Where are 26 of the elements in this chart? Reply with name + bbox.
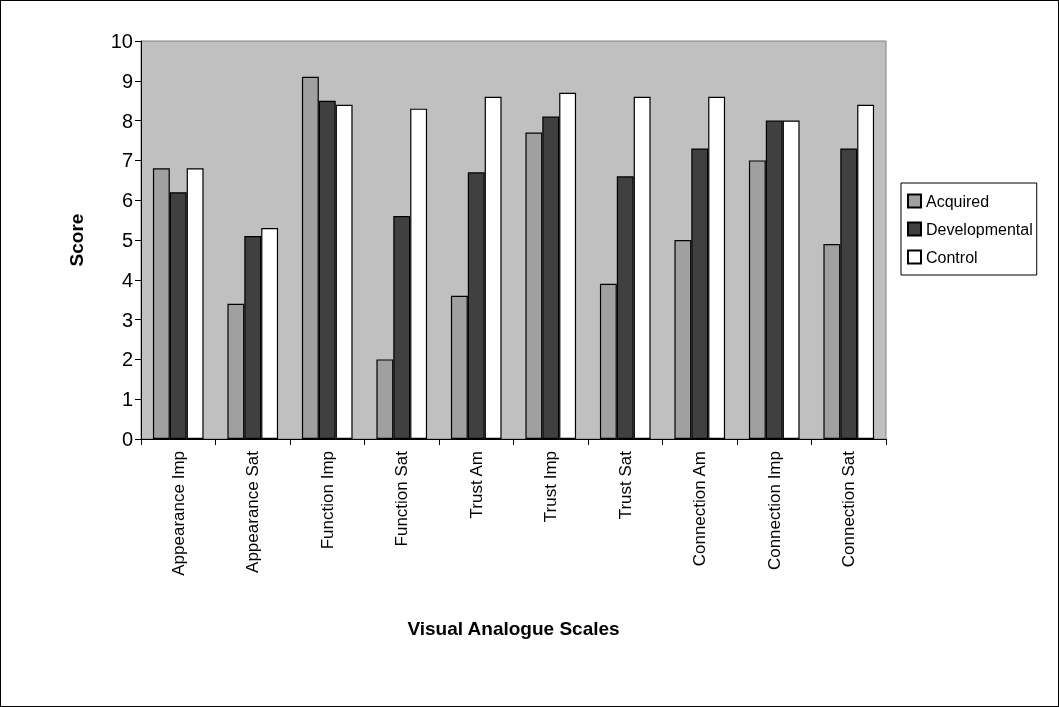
y-tick-label: 5 (121, 229, 133, 251)
x-tick-label: Connection Am (690, 451, 710, 567)
legend-label: Developmental (926, 220, 1033, 238)
y-tick-label: 10 (110, 30, 133, 52)
y-tick-label: 0 (121, 428, 133, 450)
x-tick-label: Function Imp (317, 451, 337, 550)
y-tick-label: 2 (121, 348, 133, 371)
x-tick-label: Function Sat (392, 450, 412, 547)
x-tick-label: Appearance Imp (168, 451, 188, 576)
x-tick-label: Connection Imp (764, 451, 784, 571)
x-tick-label: Connection Sat (839, 450, 859, 568)
x-tick-label: Trust Imp (541, 451, 561, 523)
legend-label: Control (926, 248, 978, 266)
y-tick-label: 1 (121, 388, 133, 411)
y-tick-label: 6 (121, 189, 133, 212)
y-tick-label: 4 (121, 268, 133, 291)
y-tick-label: 8 (121, 109, 133, 132)
y-tick-label: 7 (121, 149, 133, 172)
legend-label: Acquired (926, 192, 990, 210)
y-tick-label: 9 (121, 69, 133, 92)
y-axis-title: Score (66, 213, 87, 267)
x-tick-label: Appearance Sat (243, 450, 263, 573)
y-tick-label: 3 (121, 308, 133, 331)
x-axis-title: Visual Analogue Scales (407, 618, 620, 639)
x-tick-label: Trust Sat (615, 450, 635, 520)
x-tick-label: Trust Am (466, 451, 486, 519)
